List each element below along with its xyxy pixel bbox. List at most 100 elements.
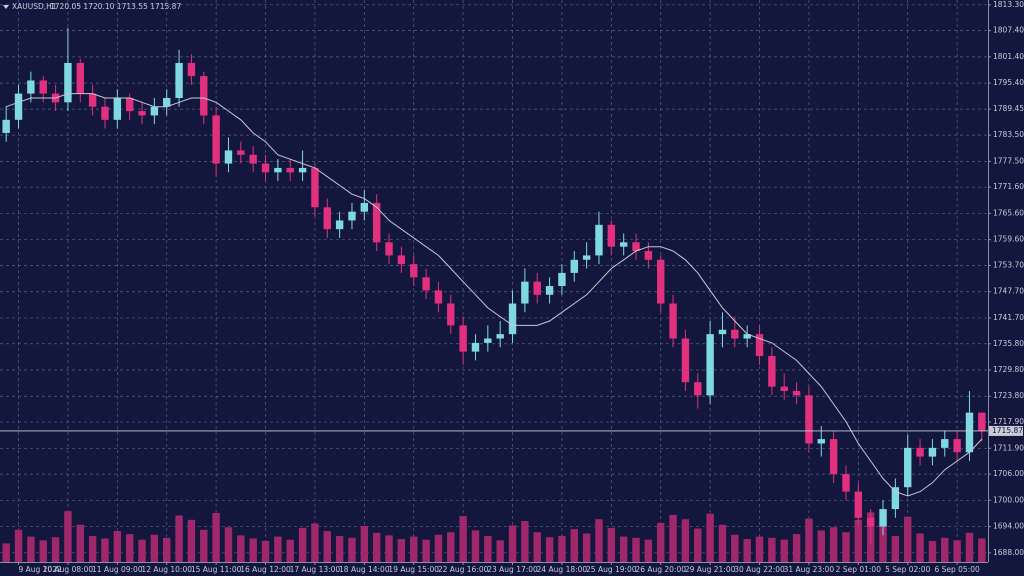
volume-bar — [311, 523, 319, 562]
volume-bar — [39, 540, 47, 562]
volume-bar — [385, 535, 393, 562]
candle-body — [953, 439, 961, 453]
last-price-box — [989, 425, 1023, 436]
candle-body — [212, 115, 220, 164]
candle-body — [397, 255, 406, 265]
candle-body — [274, 167, 282, 173]
candle-body — [484, 338, 492, 343]
candle-body — [582, 255, 591, 260]
y-tick-label: 1789.45 — [993, 104, 1024, 113]
volume-bar — [632, 537, 640, 562]
volume-bar — [533, 532, 541, 562]
volume-bar — [51, 537, 60, 562]
candle-body — [323, 207, 331, 230]
x-tick-label: 25 Aug 19:00 — [586, 565, 637, 574]
x-tick-label: 29 Aug 21:00 — [685, 565, 736, 574]
volume-bar — [372, 532, 381, 562]
volume-bar — [891, 535, 900, 562]
candle-body — [372, 202, 381, 243]
candle-body — [657, 259, 665, 304]
volume-bar — [743, 539, 751, 562]
volume-bar — [570, 529, 578, 562]
volume-bar — [558, 535, 566, 562]
volume-bar — [805, 518, 813, 562]
candle-body — [866, 517, 875, 527]
volume-bar — [965, 532, 974, 562]
candle-body — [842, 474, 850, 492]
volume-bar — [792, 534, 801, 562]
y-tick-label: 1700.00 — [993, 495, 1024, 504]
volume-bar — [447, 532, 455, 562]
candle-body — [187, 62, 196, 77]
candle-body — [163, 97, 171, 107]
volume-bar — [76, 524, 84, 562]
candle-body — [558, 272, 566, 287]
y-tick-label: 1741.70 — [993, 313, 1024, 322]
x-tick-label: 17 Aug 13:00 — [290, 565, 341, 574]
x-tick-label: 6 Sep 05:00 — [934, 565, 980, 574]
volume-bar — [2, 543, 10, 562]
candle-body — [891, 487, 900, 510]
volume-bar — [224, 527, 233, 562]
candle-body — [64, 62, 72, 103]
x-tick-label: 31 Aug 23:00 — [784, 565, 835, 574]
volume-bar — [471, 530, 480, 562]
volume-bar — [175, 515, 183, 562]
y-tick-label: 1777.50 — [993, 156, 1024, 165]
x-tick-label: 5 Sep 02:00 — [885, 565, 931, 574]
candle-body — [311, 167, 319, 208]
y-tick-label: 1688.00 — [993, 548, 1024, 557]
candle-body — [768, 356, 776, 387]
volume-bar — [916, 533, 924, 562]
x-tick-label: 26 Aug 20:00 — [635, 565, 686, 574]
volume-bar — [842, 532, 850, 562]
candle-body — [743, 334, 751, 339]
volume-bar — [286, 539, 294, 562]
volume-bar — [829, 527, 838, 562]
candle-body — [224, 150, 233, 164]
y-tick-label: 1795.40 — [993, 78, 1024, 87]
volume-bar — [619, 536, 628, 562]
candle-body — [175, 62, 183, 98]
x-tick-label: 18 Aug 14:00 — [339, 565, 390, 574]
candle-body — [755, 334, 764, 357]
candle-body — [978, 412, 986, 431]
y-tick-label: 1753.70 — [993, 260, 1024, 269]
candle-body — [249, 154, 257, 164]
volume-bar — [731, 534, 739, 562]
candle-body — [39, 80, 47, 94]
volume-bar — [879, 522, 887, 562]
y-tick-label: 1801.40 — [993, 52, 1024, 61]
volume-bar — [459, 516, 467, 562]
x-tick-label: 23 Aug 17:00 — [487, 565, 538, 574]
y-tick-label: 1771.60 — [993, 182, 1024, 191]
volume-bar — [150, 534, 159, 562]
candle-body — [125, 97, 134, 112]
candle-body — [14, 93, 23, 120]
candle-body — [817, 439, 825, 444]
volume-bar — [360, 526, 369, 562]
volume-bar — [582, 533, 591, 562]
volume-bar — [854, 519, 863, 562]
x-tick-label: 15 Aug 11:00 — [191, 565, 242, 574]
y-tick-label: 1729.80 — [993, 365, 1024, 374]
volume-bar — [755, 536, 764, 562]
volume-bar — [64, 511, 72, 562]
candle-body — [113, 97, 122, 120]
volume-bar — [718, 524, 727, 562]
volume-bar — [163, 537, 171, 562]
candle-body — [410, 264, 418, 278]
moving-average — [6, 93, 983, 497]
candle-body — [521, 281, 529, 304]
menu-arrow[interactable] — [3, 5, 9, 9]
volume-bar — [113, 531, 122, 562]
y-tick-label: 1706.00 — [993, 469, 1024, 478]
candles — [2, 27, 986, 545]
candle-body — [805, 395, 813, 444]
candle-body — [928, 447, 937, 457]
x-tick-label: 2 Sep 01:00 — [836, 565, 882, 574]
candle-body — [780, 386, 788, 391]
x-tick-label: 22 Aug 16:00 — [438, 565, 489, 574]
volume-bar — [14, 529, 23, 562]
